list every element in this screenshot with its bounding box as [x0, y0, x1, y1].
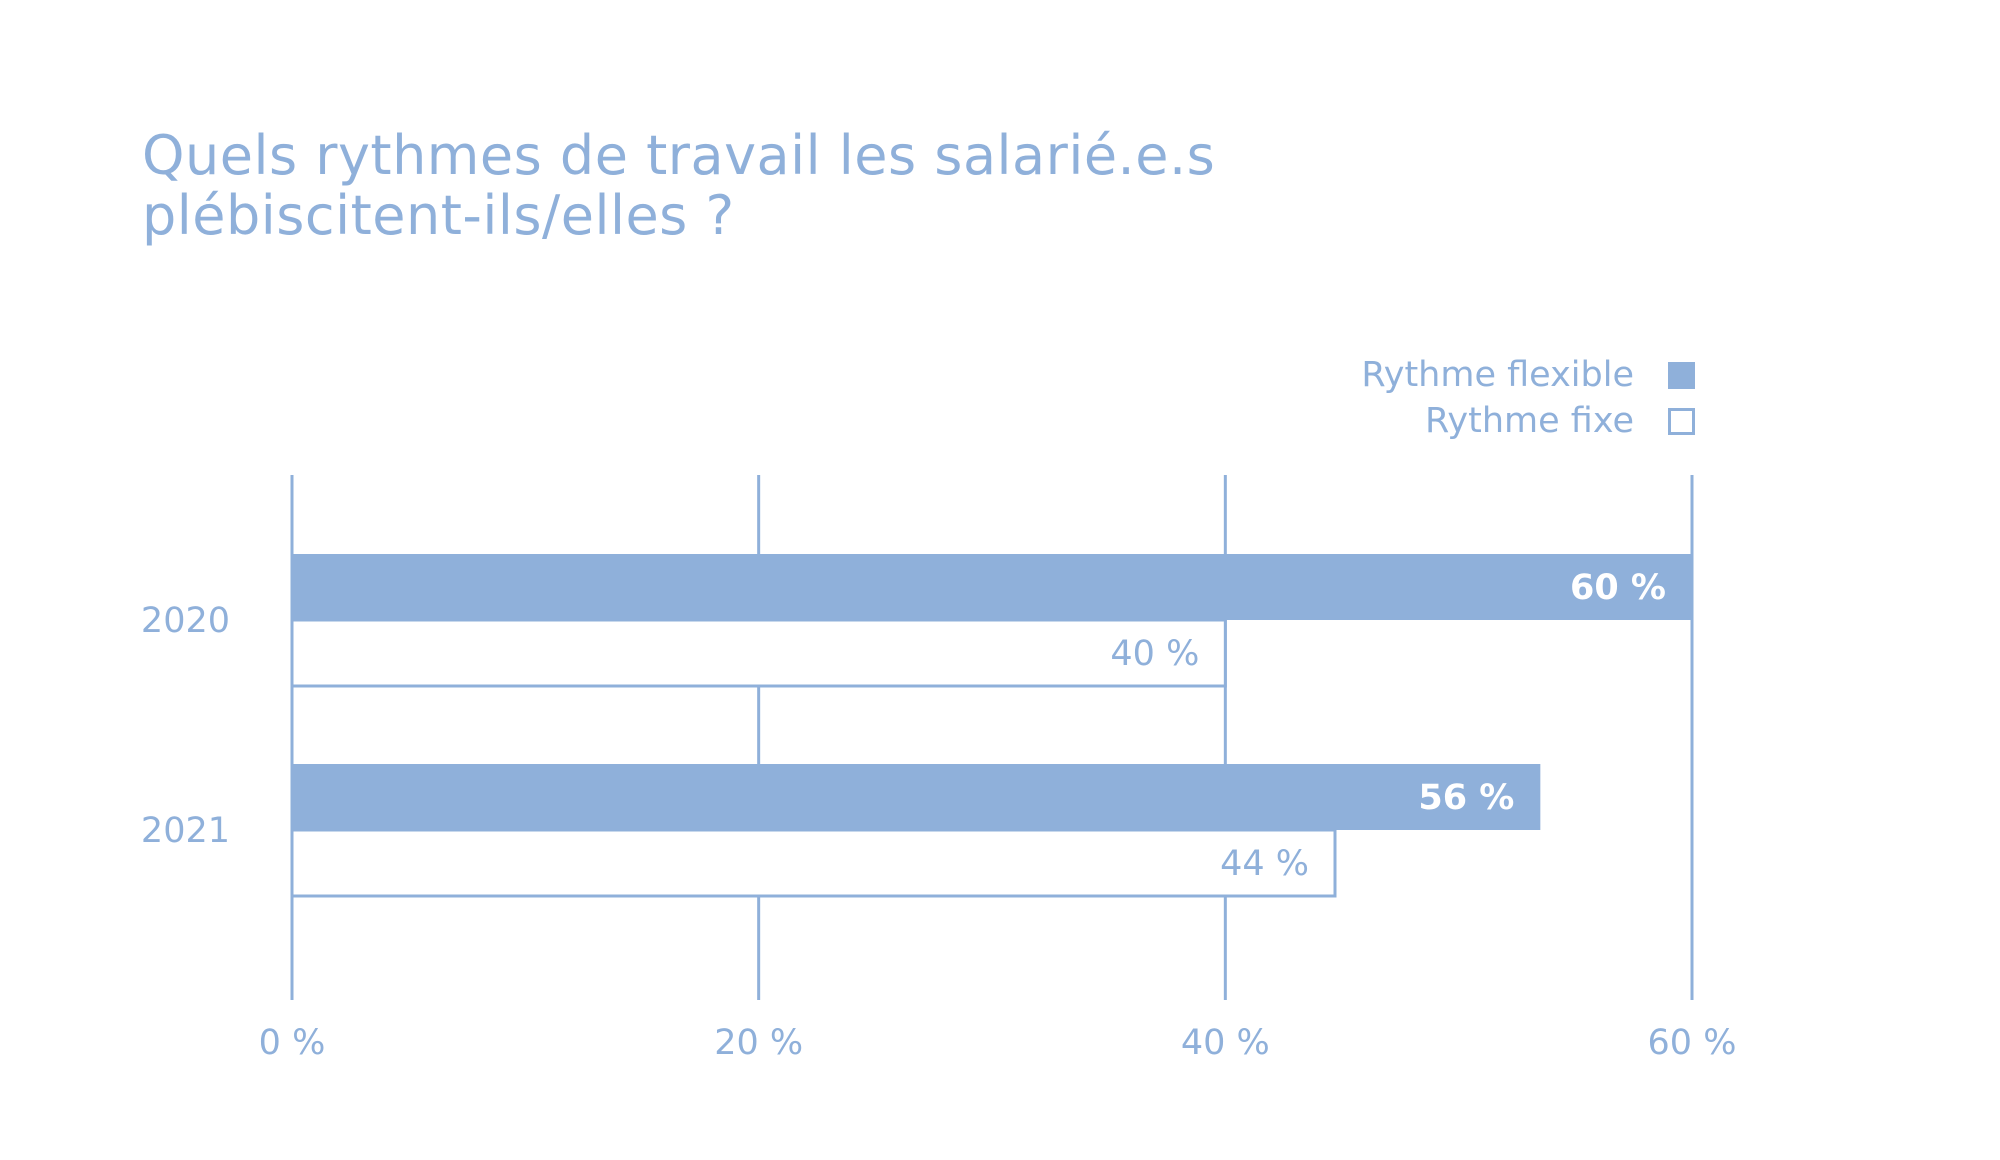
x-tick-label-0: 0 %	[259, 1023, 326, 1063]
x-tick-label-2: 40 %	[1181, 1023, 1270, 1063]
legend-label-fixe: Rythme fixe	[1425, 401, 1634, 441]
bar-rythme-flexible-2020	[292, 554, 1692, 620]
category-label-2020: 2020	[141, 601, 230, 641]
legend-item-flexible: Rythme flexible	[1275, 352, 1695, 398]
legend-swatch-fixe	[1668, 407, 1695, 435]
data-label-rythme-fixe-2020: 40 %	[1110, 634, 1199, 674]
category-label-2021: 2021	[141, 811, 230, 851]
bar-rythme-fixe-2020	[290, 618, 1227, 688]
legend-swatch-flexible	[1668, 361, 1695, 389]
x-tick-label-1: 20 %	[714, 1023, 803, 1063]
bar-rythme-flexible-2021	[292, 764, 1541, 830]
data-label-rythme-fixe-2021: 44 %	[1220, 844, 1309, 884]
x-tick-label-3: 60 %	[1648, 1023, 1737, 1063]
data-label-rythme-flexible-2021: 56 %	[1418, 778, 1514, 818]
chart-legend: Rythme flexible Rythme fixe	[1275, 352, 1695, 444]
chart-title-line-2: plébiscitent-ils/elles ?	[142, 184, 735, 247]
chart-title: Quels rythmes de travail les salarié.e.s…	[142, 126, 1442, 246]
chart-title-line-1: Quels rythmes de travail les salarié.e.s	[142, 124, 1216, 187]
bar-rythme-fixe-2021	[290, 828, 1337, 898]
data-label-rythme-flexible-2020: 60 %	[1570, 568, 1666, 608]
legend-item-fixe: Rythme fixe	[1275, 398, 1695, 444]
legend-label-flexible: Rythme flexible	[1361, 355, 1634, 395]
